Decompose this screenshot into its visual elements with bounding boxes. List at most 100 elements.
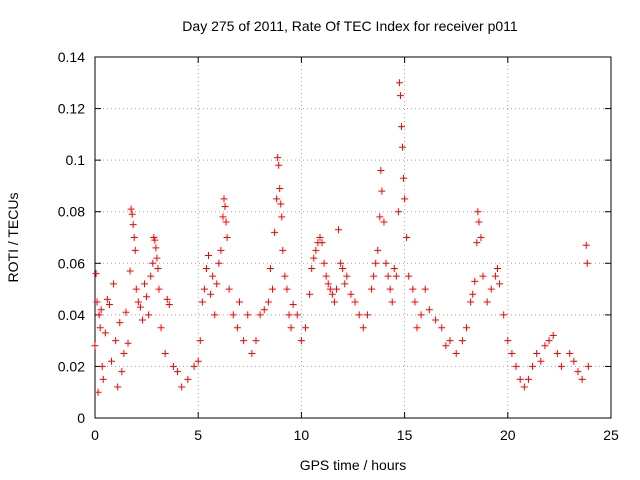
data-point <box>235 298 243 306</box>
data-point <box>400 174 408 182</box>
data-point <box>283 285 291 293</box>
data-point <box>277 200 285 208</box>
data-point <box>463 324 471 332</box>
data-point <box>377 166 385 174</box>
data-point <box>312 246 320 254</box>
data-point <box>570 357 578 365</box>
data-point <box>351 298 359 306</box>
plot-frame <box>94 56 612 419</box>
data-point <box>275 161 283 169</box>
data-point <box>269 285 277 293</box>
y-axis-ticks: 0 0.02 0.04 0.06 0.08 0.1 0.12 0.14 <box>58 49 611 426</box>
data-point <box>256 311 264 319</box>
data-point <box>474 208 482 216</box>
data-point <box>205 252 213 260</box>
data-point <box>215 259 223 267</box>
data-point <box>471 277 479 285</box>
data-point <box>225 285 233 293</box>
data-point <box>152 244 160 252</box>
data-point <box>537 357 545 365</box>
data-point <box>141 280 149 288</box>
data-point <box>384 272 392 280</box>
data-point <box>281 272 289 280</box>
data-point <box>578 375 586 383</box>
data-point <box>97 306 105 314</box>
y-tick-label: 0.08 <box>58 204 85 220</box>
data-point <box>130 234 138 241</box>
data-point <box>396 92 404 100</box>
data-point <box>339 264 347 272</box>
data-point <box>516 375 524 383</box>
data-point <box>310 254 318 262</box>
data-point <box>403 234 411 241</box>
data-point <box>417 311 425 319</box>
data-point <box>126 267 134 275</box>
data-point <box>337 259 345 267</box>
data-point <box>545 337 553 345</box>
data-point <box>322 272 330 280</box>
data-point <box>174 368 182 376</box>
data-point <box>287 324 295 332</box>
data-point <box>442 342 450 350</box>
data-point <box>103 295 111 303</box>
data-point <box>134 298 142 306</box>
chart-title: Day 275 of 2011, Rate Of TEC Index for r… <box>182 18 518 34</box>
data-point <box>306 290 314 298</box>
data-point <box>520 383 528 391</box>
data-point <box>467 298 475 306</box>
data-point <box>574 368 582 376</box>
data-point <box>260 306 268 314</box>
data-point <box>582 241 590 249</box>
data-point <box>198 298 206 306</box>
data-point <box>99 375 107 383</box>
data-point <box>370 272 378 280</box>
data-point <box>553 350 561 358</box>
data-point <box>330 298 338 306</box>
data-point <box>477 234 485 241</box>
data-point <box>475 218 483 226</box>
data-point <box>98 362 106 370</box>
data-point <box>131 246 139 254</box>
data-point <box>318 239 326 247</box>
y-tick-label: 0.1 <box>66 152 86 168</box>
data-point <box>411 298 419 306</box>
data-point <box>376 213 384 221</box>
data-point <box>473 239 481 247</box>
data-point <box>380 218 388 226</box>
data-point <box>432 316 440 324</box>
data-point <box>316 234 324 241</box>
data-point <box>458 337 466 345</box>
data-point <box>105 301 113 309</box>
data-point <box>122 308 130 316</box>
data-point <box>425 306 433 314</box>
data-point <box>382 259 390 267</box>
data-point <box>413 324 421 332</box>
data-point <box>496 280 504 288</box>
data-point <box>409 285 417 293</box>
data-point <box>289 301 297 309</box>
data-point <box>151 236 159 244</box>
data-point <box>101 329 109 337</box>
data-point <box>240 337 248 345</box>
data-point <box>266 264 274 272</box>
data-point <box>529 362 537 370</box>
data-point <box>108 357 116 365</box>
data-point <box>541 342 549 350</box>
data-point <box>347 290 355 298</box>
data-point <box>493 264 501 272</box>
data-point <box>273 195 281 203</box>
data-point <box>223 234 231 241</box>
data-point <box>328 290 336 298</box>
data-point <box>293 311 301 319</box>
data-point <box>285 311 293 319</box>
data-point <box>229 311 237 319</box>
data-point <box>483 298 491 306</box>
data-point <box>324 280 332 288</box>
data-point <box>326 285 334 293</box>
data-point <box>94 388 102 396</box>
data-point <box>271 228 279 236</box>
y-tick-label: 0.12 <box>58 101 85 117</box>
data-point <box>363 311 371 319</box>
data-point <box>508 350 516 358</box>
data-point <box>93 298 101 306</box>
